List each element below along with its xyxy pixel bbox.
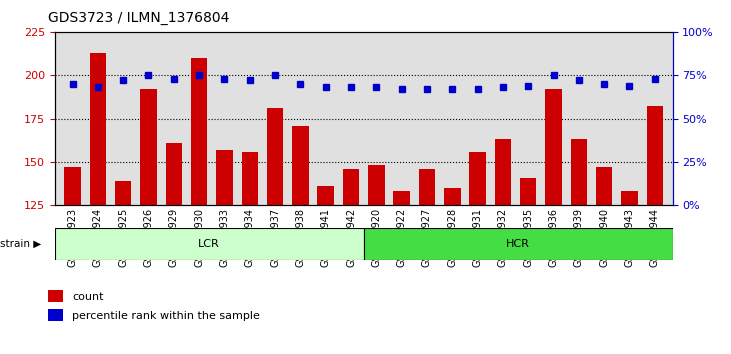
Bar bbox=[419, 169, 435, 205]
Text: LCR: LCR bbox=[198, 239, 220, 249]
Bar bbox=[393, 192, 410, 205]
Bar bbox=[363, 228, 673, 260]
Bar bbox=[368, 165, 385, 205]
Text: count: count bbox=[72, 292, 104, 302]
Bar bbox=[469, 152, 486, 205]
Bar bbox=[191, 58, 208, 205]
Bar bbox=[216, 150, 232, 205]
Bar bbox=[241, 152, 258, 205]
Text: GDS3723 / ILMN_1376804: GDS3723 / ILMN_1376804 bbox=[48, 11, 229, 25]
Bar bbox=[317, 186, 334, 205]
Bar bbox=[444, 188, 461, 205]
Text: HCR: HCR bbox=[506, 239, 530, 249]
Bar bbox=[55, 228, 363, 260]
Bar bbox=[647, 107, 663, 205]
Bar bbox=[90, 53, 106, 205]
Bar bbox=[495, 139, 511, 205]
Text: strain ▶: strain ▶ bbox=[0, 239, 41, 249]
Bar bbox=[64, 167, 80, 205]
Bar bbox=[596, 167, 613, 205]
Bar bbox=[166, 143, 182, 205]
Text: percentile rank within the sample: percentile rank within the sample bbox=[72, 311, 260, 321]
Bar bbox=[267, 108, 284, 205]
Bar bbox=[545, 89, 561, 205]
Bar bbox=[621, 192, 637, 205]
Bar bbox=[115, 181, 132, 205]
Bar bbox=[48, 309, 63, 321]
Bar bbox=[520, 178, 537, 205]
Bar bbox=[571, 139, 587, 205]
Bar bbox=[140, 89, 156, 205]
Bar bbox=[292, 126, 308, 205]
Bar bbox=[48, 290, 63, 302]
Bar bbox=[343, 169, 359, 205]
